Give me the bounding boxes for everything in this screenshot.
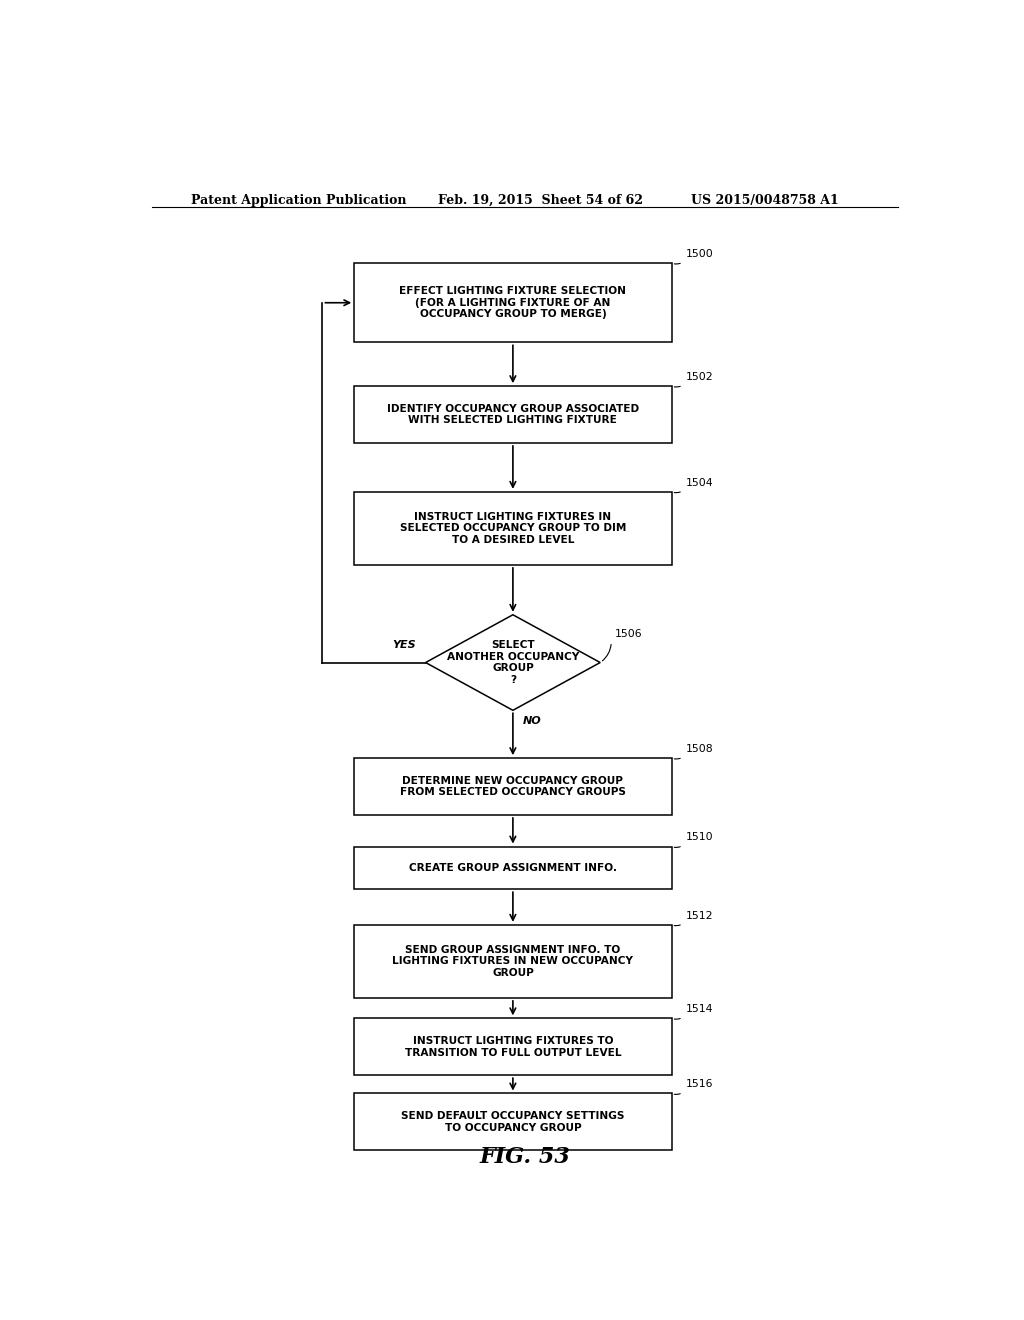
Text: 1512: 1512: [686, 911, 714, 921]
Text: DETERMINE NEW OCCUPANCY GROUP
FROM SELECTED OCCUPANCY GROUPS: DETERMINE NEW OCCUPANCY GROUP FROM SELEC…: [400, 776, 626, 797]
Text: 1506: 1506: [614, 628, 642, 639]
Text: 1516: 1516: [686, 1080, 714, 1089]
FancyBboxPatch shape: [354, 492, 672, 565]
Text: IDENTIFY OCCUPANCY GROUP ASSOCIATED
WITH SELECTED LIGHTING FIXTURE: IDENTIFY OCCUPANCY GROUP ASSOCIATED WITH…: [387, 404, 639, 425]
Text: Patent Application Publication: Patent Application Publication: [191, 194, 407, 207]
Text: FIG. 53: FIG. 53: [479, 1146, 570, 1167]
Polygon shape: [426, 615, 600, 710]
Text: 1502: 1502: [686, 372, 714, 381]
Text: 1504: 1504: [686, 478, 714, 487]
Text: 1508: 1508: [686, 744, 714, 754]
Text: INSTRUCT LIGHTING FIXTURES IN
SELECTED OCCUPANCY GROUP TO DIM
TO A DESIRED LEVEL: INSTRUCT LIGHTING FIXTURES IN SELECTED O…: [399, 512, 626, 545]
Text: Feb. 19, 2015  Sheet 54 of 62: Feb. 19, 2015 Sheet 54 of 62: [437, 194, 642, 207]
Text: EFFECT LIGHTING FIXTURE SELECTION
(FOR A LIGHTING FIXTURE OF AN
OCCUPANCY GROUP : EFFECT LIGHTING FIXTURE SELECTION (FOR A…: [399, 286, 627, 319]
FancyBboxPatch shape: [354, 263, 672, 342]
Text: SELECT
ANOTHER OCCUPANCY
GROUP
?: SELECT ANOTHER OCCUPANCY GROUP ?: [446, 640, 580, 685]
Text: INSTRUCT LIGHTING FIXTURES TO
TRANSITION TO FULL OUTPUT LEVEL: INSTRUCT LIGHTING FIXTURES TO TRANSITION…: [404, 1036, 622, 1057]
Text: US 2015/0048758 A1: US 2015/0048758 A1: [691, 194, 840, 207]
FancyBboxPatch shape: [354, 758, 672, 814]
Text: SEND DEFAULT OCCUPANCY SETTINGS
TO OCCUPANCY GROUP: SEND DEFAULT OCCUPANCY SETTINGS TO OCCUP…: [401, 1111, 625, 1133]
FancyBboxPatch shape: [354, 925, 672, 998]
FancyBboxPatch shape: [354, 1018, 672, 1076]
Text: 1514: 1514: [686, 1005, 714, 1014]
Text: NO: NO: [522, 717, 541, 726]
FancyBboxPatch shape: [354, 385, 672, 444]
FancyBboxPatch shape: [354, 1093, 672, 1151]
Text: SEND GROUP ASSIGNMENT INFO. TO
LIGHTING FIXTURES IN NEW OCCUPANCY
GROUP: SEND GROUP ASSIGNMENT INFO. TO LIGHTING …: [392, 945, 634, 978]
FancyBboxPatch shape: [354, 846, 672, 890]
Text: CREATE GROUP ASSIGNMENT INFO.: CREATE GROUP ASSIGNMENT INFO.: [409, 863, 616, 873]
Text: 1500: 1500: [686, 249, 714, 259]
Text: 1510: 1510: [686, 833, 714, 842]
Text: YES: YES: [392, 640, 416, 651]
